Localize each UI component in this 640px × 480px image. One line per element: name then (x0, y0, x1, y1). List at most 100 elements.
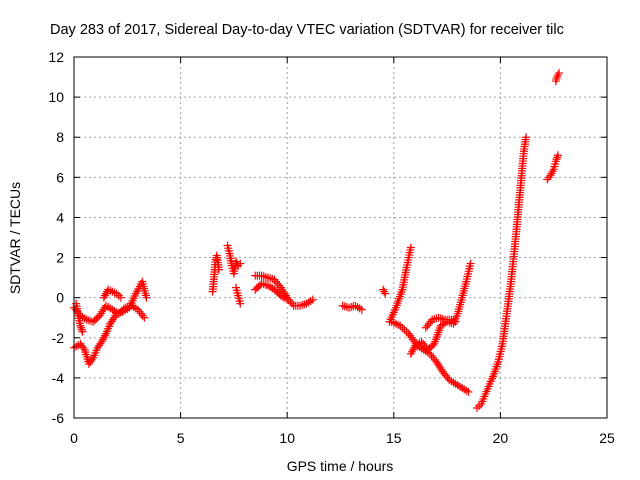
data-point (472, 403, 481, 412)
y-tick-label: -6 (52, 410, 65, 426)
data-point (406, 331, 415, 340)
data-point (108, 315, 117, 324)
series-satellite-track-8 (251, 271, 317, 310)
series-satellite-track-16 (472, 133, 530, 412)
data-point (77, 325, 86, 334)
data-point (257, 271, 266, 280)
data-point (430, 355, 439, 364)
data-point (408, 335, 417, 344)
data-point (434, 361, 443, 370)
data-point (437, 365, 446, 374)
x-tick-label: 25 (599, 430, 615, 446)
data-point (419, 339, 428, 348)
data-point (78, 327, 87, 336)
data-point (427, 351, 436, 360)
data-point (140, 313, 149, 322)
data-point (551, 157, 560, 166)
x-axis-label: GPS time / hours (287, 458, 394, 474)
data-point (345, 303, 354, 312)
data-point (357, 305, 366, 314)
data-point (275, 281, 284, 290)
data-point (95, 311, 104, 320)
data-point (349, 302, 358, 311)
axis-tick-marks (73, 56, 608, 419)
data-point (406, 349, 415, 358)
data-point (96, 339, 105, 348)
data-point (438, 367, 447, 376)
data-point (406, 243, 415, 252)
x-tick-label: 10 (279, 430, 295, 446)
data-point (404, 329, 413, 338)
data-point (432, 357, 441, 366)
data-point (436, 363, 445, 372)
data-point (379, 285, 388, 294)
data-point (270, 275, 279, 284)
data-point (552, 73, 561, 82)
data-point (308, 295, 317, 304)
data-point (77, 341, 86, 350)
data-point (544, 173, 553, 182)
series-satellite-track-5 (208, 251, 223, 296)
data-point (97, 337, 106, 346)
data-point (99, 333, 108, 342)
data-point (142, 293, 151, 302)
series-satellite-track-17 (543, 151, 562, 184)
data-point (108, 287, 117, 296)
data-point (338, 301, 347, 310)
y-tick-labels: -6 -4 -2 0 2 4 6 8 10 12 (48, 49, 64, 426)
data-point (424, 319, 433, 328)
series-satellite-track-4 (99, 285, 125, 302)
data-point (93, 343, 102, 352)
y-tick-label: 8 (56, 129, 64, 145)
grid-lines (74, 57, 607, 418)
data-point (381, 289, 390, 298)
data-point (553, 153, 562, 162)
y-tick-label: -4 (52, 370, 65, 386)
data-point (98, 307, 107, 316)
data-point (546, 171, 555, 180)
data-point (543, 175, 552, 184)
data-point (408, 345, 417, 354)
data-point (442, 371, 451, 380)
data-point (433, 359, 442, 368)
data-point (101, 289, 110, 298)
y-tick-label: 6 (56, 169, 64, 185)
series-satellite-track-3 (72, 299, 87, 336)
data-point (98, 335, 107, 344)
data-point (423, 321, 432, 330)
x-tick-label: 5 (177, 430, 185, 446)
series-satellite-track-13 (387, 317, 473, 396)
data-point (278, 285, 287, 294)
data-point (259, 272, 268, 281)
data-point (261, 272, 270, 281)
data-point (295, 301, 304, 310)
data-point (548, 167, 557, 176)
data-point (99, 305, 108, 314)
data-point (273, 279, 282, 288)
data-point (116, 293, 125, 302)
data-point (110, 313, 119, 322)
data-point (521, 133, 530, 142)
data-point (107, 317, 116, 326)
series-satellite-track-18 (551, 69, 564, 86)
data-point (272, 277, 281, 286)
data-point (106, 319, 115, 328)
data-point (96, 309, 105, 318)
data-point (77, 323, 86, 332)
data-point (84, 359, 93, 368)
y-tick-label: 10 (48, 89, 64, 105)
data-point (553, 151, 562, 160)
x-tick-label: 20 (493, 430, 509, 446)
data-point (553, 71, 562, 80)
data-points (70, 69, 564, 412)
series-satellite-track-10 (338, 301, 366, 314)
data-point (555, 69, 564, 78)
data-point (411, 339, 420, 348)
data-point (214, 265, 223, 274)
data-point (86, 357, 95, 366)
data-point (466, 259, 475, 268)
data-point (76, 321, 85, 330)
data-point (340, 302, 349, 311)
data-point (464, 387, 473, 396)
